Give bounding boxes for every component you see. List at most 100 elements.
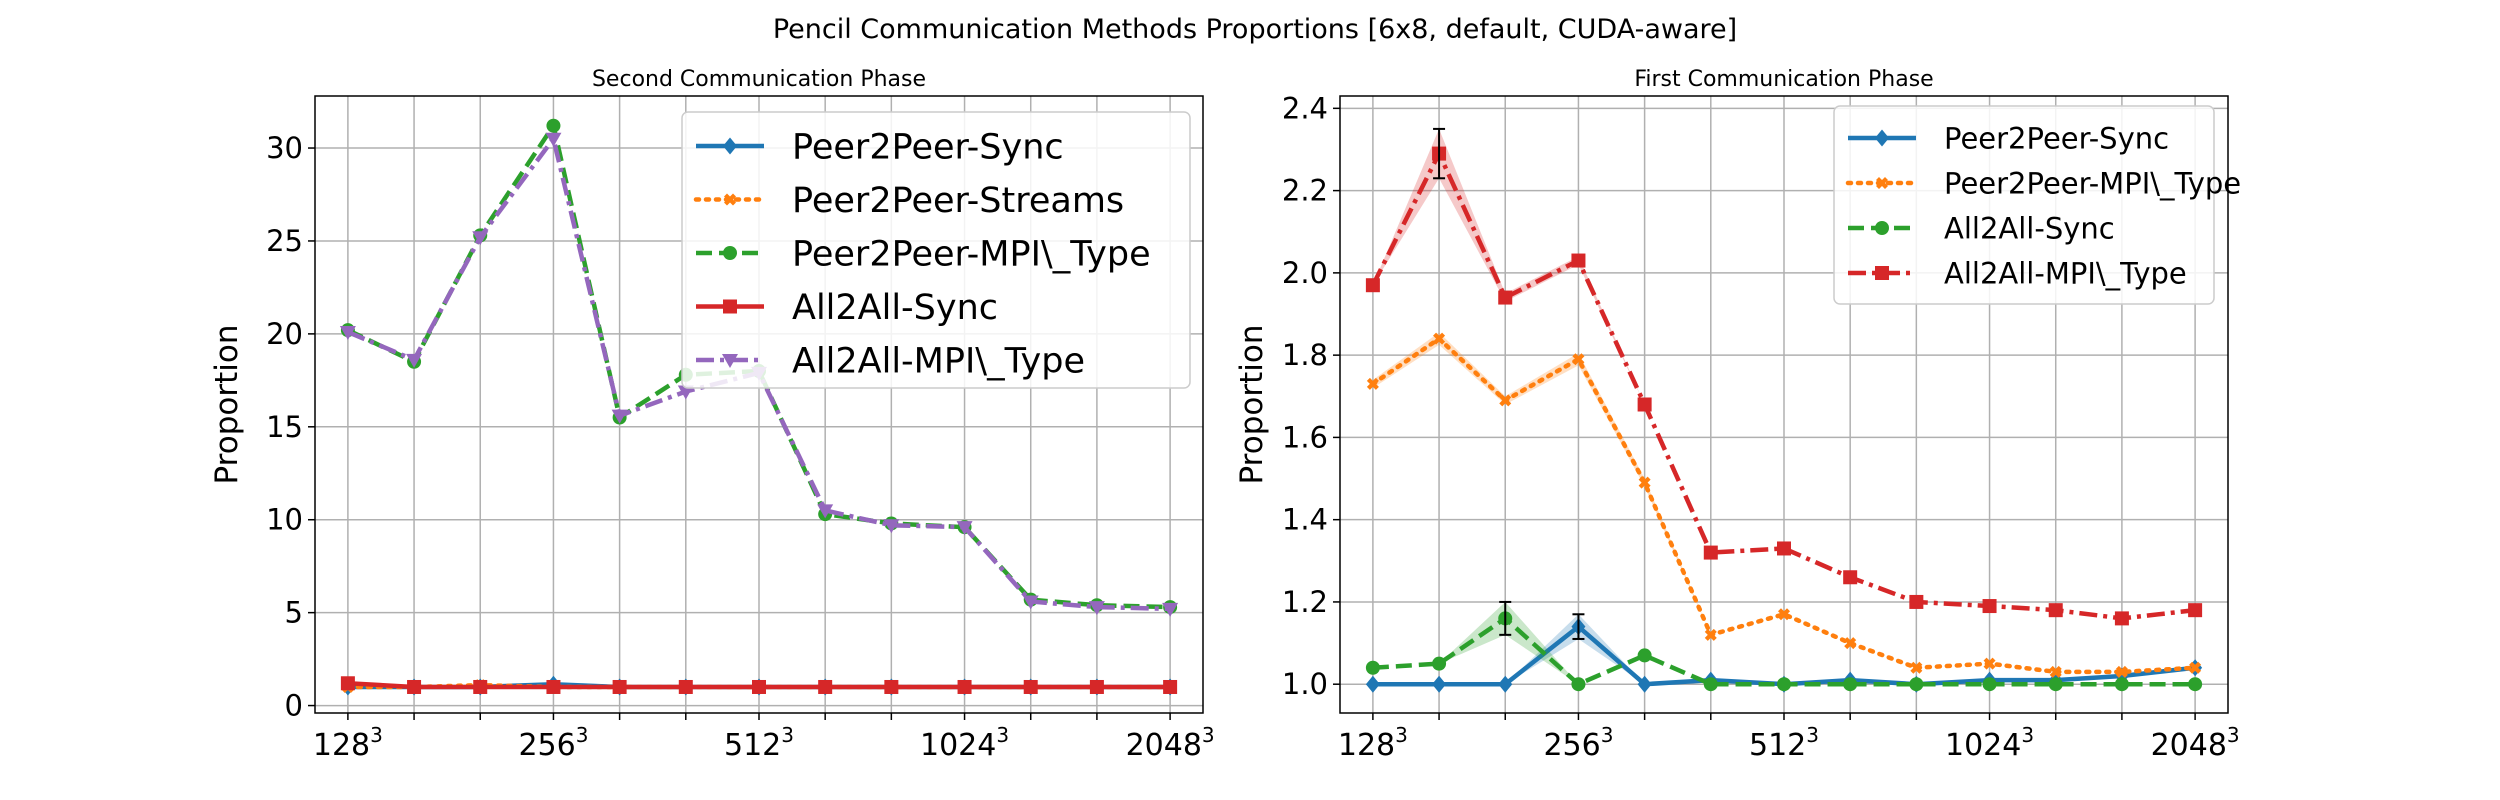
data-point: [1843, 570, 1858, 585]
legend-label: Peer2Peer-MPI\_Type: [792, 235, 1151, 275]
y-ticks: 0 5 10 15 20 25 30: [266, 131, 315, 723]
data-point: [1366, 377, 1379, 390]
legend-marker: [1875, 266, 1889, 280]
y-tick-label: 30: [266, 131, 303, 165]
data-point: [2188, 603, 2203, 618]
data-point: [1163, 679, 1178, 694]
data-point: [1432, 675, 1447, 693]
x-tick-label: 20483: [1126, 723, 1215, 763]
data-point: [2114, 611, 2129, 626]
y-axis-label: Proportion: [1234, 325, 1270, 485]
data-point: [1638, 476, 1651, 489]
data-point: [1637, 397, 1652, 412]
legend-label: All2All-MPI\_Type: [792, 342, 1085, 382]
data-point: [1909, 594, 1924, 609]
legend: Peer2Peer-Sync Peer2Peer-MPI\_Type All2All…: [1833, 105, 2241, 305]
panel-2: First Communication PhaseProportion1.01.…: [1234, 67, 2241, 763]
data-point: [1571, 677, 1586, 692]
legend-marker: [723, 246, 737, 260]
data-point: [957, 679, 972, 694]
x-tick-label: 5123: [724, 723, 794, 763]
data-point: [2188, 677, 2203, 692]
data-point: [1432, 656, 1447, 671]
data-point: [1637, 675, 1652, 693]
data-point: [883, 519, 900, 534]
data-point: [1844, 637, 1857, 650]
series-peer2peer-mpi-type: [1366, 332, 2202, 678]
data-point: [407, 679, 422, 694]
x-ticks: 1283 2563 5123 10243 20483: [1338, 713, 2240, 763]
data-point: [2048, 677, 2063, 692]
legend-item: Peer2Peer-Sync: [696, 128, 1064, 168]
y-tick-label: 1.8: [1282, 338, 1328, 372]
y-tick-label: 1.4: [1282, 503, 1328, 537]
data-point: [472, 231, 489, 246]
data-point: [818, 679, 833, 694]
error-band: [1372, 601, 2196, 685]
data-point: [1777, 677, 1791, 692]
y-ticks: 1.0 1.2 1.4 1.6 1.8 2.0 2.2 2.4: [1282, 91, 1340, 701]
data-point: [2048, 603, 2063, 618]
legend-marker: [1876, 177, 1888, 189]
legend-item: All2All-MPI\_Type: [696, 342, 1085, 382]
data-point: [1022, 595, 1039, 610]
panel-title: First Communication Phase: [1634, 67, 1933, 92]
data-point: [1982, 599, 1997, 614]
legend-marker: [1875, 221, 1889, 235]
legend-label: Peer2Peer-MPI\_Type: [1944, 166, 2241, 200]
data-point: [339, 326, 356, 341]
legend-item: Peer2Peer-MPI\_Type: [696, 235, 1151, 275]
data-point: [1909, 677, 1924, 692]
legend-label: All2All-Sync: [1944, 211, 2115, 245]
legend-item: Peer2Peer-Streams: [693, 181, 1124, 221]
data-point: [1982, 677, 1997, 692]
data-point: [1704, 628, 1717, 641]
data-point: [1498, 675, 1513, 693]
y-tick-label: 2.0: [1282, 256, 1328, 290]
y-tick-label: 1.6: [1282, 420, 1328, 454]
data-point: [1365, 660, 1380, 675]
data-point: [2114, 677, 2129, 692]
data-point: [677, 385, 694, 400]
legend-box: [681, 111, 1191, 389]
data-point: [406, 353, 423, 368]
data-point: [2189, 661, 2202, 674]
y-tick-label: 1.2: [1282, 585, 1328, 619]
data-point: [546, 118, 561, 133]
x-tick-label: 20483: [2151, 723, 2240, 763]
legend-item: All2All-Sync: [1848, 211, 2115, 245]
x-tick-label: 10243: [1945, 723, 2034, 763]
data-point: [1499, 394, 1512, 407]
x-tick-label: 1283: [313, 723, 383, 763]
y-tick-label: 25: [266, 224, 303, 258]
data-point: [473, 679, 488, 694]
data-point: [2049, 665, 2062, 678]
y-tick-label: 15: [266, 410, 303, 444]
x-ticks: 1283 2563 5123 10243 20483: [313, 713, 1215, 763]
y-tick-label: 5: [285, 596, 303, 630]
data-point: [546, 679, 561, 694]
data-point: [678, 679, 693, 694]
legend-marker: [723, 299, 737, 314]
data-point: [1023, 679, 1038, 694]
data-point: [1498, 290, 1513, 305]
data-point: [1703, 677, 1718, 692]
data-point: [1571, 253, 1586, 268]
legend-label: All2All-MPI\_Type: [1944, 256, 2187, 290]
legend-marker: [1875, 129, 1889, 147]
legend-label: Peer2Peer-Sync: [1944, 121, 2169, 155]
series-all2all-mpi-type: [1365, 127, 2203, 626]
x-tick-label: 2563: [1543, 723, 1613, 763]
data-point: [1703, 545, 1718, 560]
legend-item: All2All-Sync: [696, 288, 998, 328]
data-point: [1843, 677, 1858, 692]
data-point: [612, 679, 627, 694]
data-point: [1162, 602, 1179, 617]
legend-marker: [723, 137, 737, 155]
legend-marker: [724, 193, 736, 206]
legend-box: [1833, 105, 2215, 305]
series-group: [1365, 127, 2203, 693]
error-band: [1372, 128, 2196, 619]
legend-item: Peer2Peer-MPI\_Type: [1845, 166, 2241, 200]
